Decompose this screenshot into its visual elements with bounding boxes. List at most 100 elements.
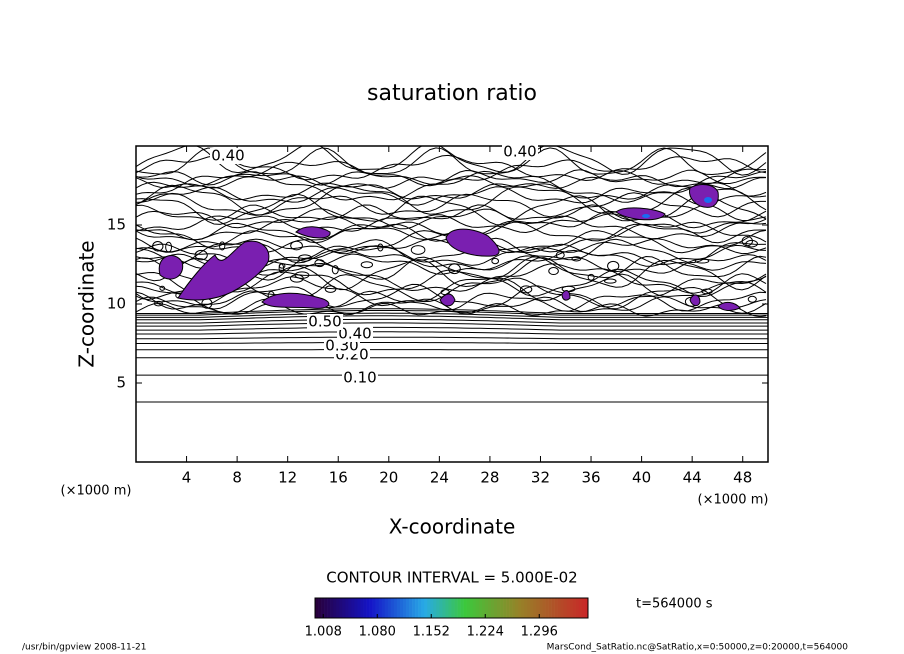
x-tick-label: 36 [581,469,600,487]
footer-right: MarsCond_SatRatio.nc@SatRatio,x=0:50000,… [547,643,849,653]
colorbar-cell [363,598,367,618]
colorbar-cell [548,598,552,618]
region [689,294,701,307]
contour [290,240,303,251]
colorbar-cell [512,598,516,618]
contour-label: 0.40 [211,147,244,165]
region [717,301,741,311]
x-tick-label: 28 [480,469,499,487]
colorbar-cell [321,598,325,618]
contour [136,147,767,176]
contour-label-bg [210,148,246,164]
colorbar-cell [412,598,416,618]
time-label: t=564000 s [636,597,713,612]
contour [136,290,767,312]
x-tick-label: 40 [632,469,651,487]
colorbar-cell [384,598,389,618]
colorbar-cell [554,598,558,618]
contour [136,154,767,182]
x-tick-label: 24 [430,469,449,487]
colorbar-cell [472,598,477,618]
contour [136,315,768,321]
colorbar-cell [533,598,537,618]
y-tick-label: 5 [116,374,126,392]
contour [741,236,753,247]
contour [604,278,617,284]
contour [159,285,166,291]
x-tick-label: 32 [531,469,550,487]
colorbar-cell [445,598,449,618]
contour [555,251,565,259]
colorbar-cell [327,598,331,618]
contour [136,296,767,316]
contour [607,260,620,272]
contour [194,249,208,261]
x-unit: (×1000 m) [698,493,769,508]
region [295,226,331,239]
y-tick-label: 15 [107,216,126,234]
contour [136,336,768,340]
colorbar-cell [342,598,346,618]
contour [694,258,710,264]
colorbar-cell [481,598,486,618]
colorbar-cell [357,598,361,618]
colorbar-cell [415,598,419,618]
contour [377,243,384,252]
x-axis-label: X-coordinate [389,515,516,539]
colorbar-cell [360,598,364,618]
colorbar-cell [478,598,483,618]
colorbar-cell [318,598,322,618]
contour-label-bg [337,326,373,342]
contour [324,285,337,293]
colorbar-cell [345,598,349,618]
contour [136,213,767,234]
colorbar-cell [378,598,383,618]
colorbar-cell [369,598,373,618]
colorbar-cell [560,598,565,618]
colorbar-cell [557,598,561,618]
region [158,255,184,280]
colorbar-cell [433,598,437,618]
contour [153,300,164,307]
contour [519,285,533,294]
contour-label-bg [307,314,343,330]
x-tick-label: 44 [683,469,702,487]
contour [448,263,461,275]
contour [136,312,768,318]
region [704,197,712,203]
colorbar-tick-label: 1.224 [467,625,504,640]
y-tick-label: 10 [107,295,126,313]
region [642,214,650,218]
contour [136,302,767,318]
colorbar-cell [375,598,379,618]
contour [136,342,768,344]
colorbar-cell [424,598,428,618]
colorbar-cell [493,598,498,618]
region [261,292,330,309]
colorbar-cell [448,598,452,618]
contour [219,241,226,251]
colorbar-cell [451,598,455,618]
colorbar-cell [466,598,470,618]
colorbar-cell [542,598,546,618]
contour [278,263,286,269]
colorbar-cell [506,598,510,618]
colorbar-cell [575,598,580,618]
chart-title: saturation ratio [367,81,537,106]
colorbar-cell [509,598,513,618]
contour [136,326,768,331]
region [177,240,270,301]
region [445,228,500,257]
colorbar-cell [503,598,507,618]
colorbar-cell [524,598,528,618]
colorbar-cell [515,598,519,618]
colorbar-cell [351,598,355,618]
colorbar-cell [348,598,352,618]
colorbar-cell [418,598,422,618]
colorbar-cell [536,598,540,618]
colorbar-cell [406,598,410,618]
region [689,184,719,208]
contour-label: 0.10 [343,369,376,387]
x-tick-label: 16 [329,469,348,487]
